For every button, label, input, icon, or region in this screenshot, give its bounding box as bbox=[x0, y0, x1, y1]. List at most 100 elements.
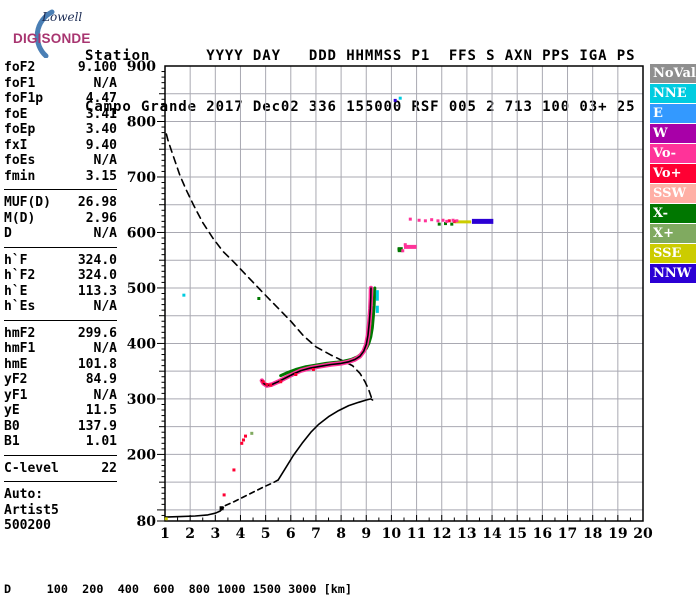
vo-plus-dots bbox=[269, 383, 273, 387]
param-value: 84.9 bbox=[85, 372, 117, 387]
param-row: hmF2 299.6 bbox=[4, 326, 117, 342]
param-label: D bbox=[4, 226, 12, 241]
vo-minus-dots bbox=[423, 219, 427, 223]
legend-item-nne: NNE bbox=[650, 84, 696, 103]
vo-minus-dots bbox=[401, 249, 405, 253]
param-value: 3.40 bbox=[85, 122, 117, 137]
param-label: foF1p bbox=[4, 91, 44, 106]
legend-item-vo: Vo+ bbox=[650, 164, 696, 183]
x-axis-label: 11 bbox=[407, 526, 426, 542]
vo-minus-dots bbox=[417, 218, 421, 222]
legend-item-e: E bbox=[650, 104, 696, 123]
vo-plus-dots bbox=[240, 441, 244, 445]
x-axis-label: 8 bbox=[336, 526, 346, 542]
param-row: yF1 N/A bbox=[4, 388, 117, 404]
o-trace-artist-fit-black bbox=[261, 287, 372, 387]
vo-minus-dots bbox=[430, 218, 434, 222]
x-axis-label: 3 bbox=[210, 526, 220, 542]
legend-item-vo: Vo- bbox=[650, 144, 696, 163]
x-minus-dots bbox=[450, 222, 454, 226]
lowell-digisonde-logo: Lowell DIGISONDE bbox=[6, 4, 110, 58]
x-plus-dots bbox=[250, 431, 254, 435]
param-label: h`F bbox=[4, 252, 28, 268]
param-value: 3.41 bbox=[85, 106, 117, 122]
x-axis-label: 2 bbox=[185, 526, 195, 542]
parameter-panel: foF2 9.100 foF1 N/A foF1p 4.47 foE 3.41 foEp 3.40… bbox=[4, 60, 117, 534]
param-row: hmF1 N/A bbox=[4, 341, 117, 357]
x-minus-dots bbox=[437, 222, 441, 226]
x-axis-label: 5 bbox=[261, 526, 271, 542]
vo-plus-dots bbox=[222, 493, 226, 497]
nne-dots bbox=[398, 96, 402, 100]
param-value: 11.5 bbox=[85, 403, 117, 418]
param-label: M(D) bbox=[4, 210, 36, 226]
y-axis-label: 500 bbox=[127, 281, 156, 297]
param-label: h`Es bbox=[4, 299, 36, 314]
param-row: MUF(D) 26.98 bbox=[4, 195, 117, 211]
y-axis-label: 800 bbox=[127, 114, 156, 130]
profile-e-region-solid bbox=[164, 506, 225, 518]
x-axis-label: 6 bbox=[286, 526, 296, 542]
param-value: 9.40 bbox=[85, 137, 117, 153]
x-trace-green bbox=[279, 286, 377, 378]
x-axis-label: 15 bbox=[507, 526, 526, 542]
param-value: 137.9 bbox=[77, 418, 117, 434]
vo-plus-dots bbox=[261, 380, 265, 384]
separator-rule bbox=[4, 454, 117, 456]
sse-dots bbox=[164, 517, 168, 521]
profile-valley-dashed bbox=[224, 479, 280, 507]
param-value: 2.96 bbox=[85, 210, 117, 226]
vo-minus-dots bbox=[455, 219, 459, 223]
param-value: N/A bbox=[93, 387, 117, 403]
param-value: 22 bbox=[101, 460, 117, 476]
param-label: hmF2 bbox=[4, 325, 36, 341]
param-label: B1 bbox=[4, 434, 20, 449]
param-label: h`E bbox=[4, 283, 28, 299]
param-label: h`F2 bbox=[4, 268, 36, 283]
vo-plus-dots bbox=[294, 373, 298, 377]
vo-minus-dots bbox=[403, 243, 407, 247]
profile-f-region-solid bbox=[277, 398, 374, 481]
footer-block: D 100 200 400 600 800 1000 1500 3000 [km… bbox=[4, 556, 700, 600]
param-row: fmin 3.15 bbox=[4, 169, 117, 185]
y-axis-label: 200 bbox=[127, 447, 156, 463]
param-value: 3.15 bbox=[85, 168, 117, 184]
param-row: foF2 9.100 bbox=[4, 60, 117, 76]
x-minus-dots bbox=[397, 247, 401, 251]
legend-item-sse: SSE bbox=[650, 244, 696, 263]
x-axis-label: 13 bbox=[457, 526, 476, 542]
vo-plus-dots bbox=[244, 434, 248, 438]
e-peak-black-dot bbox=[219, 506, 224, 511]
param-label: fxI bbox=[4, 137, 28, 153]
param-row: h`F 324.0 bbox=[4, 253, 117, 269]
x-axis-label: 1 bbox=[160, 526, 170, 542]
y-axis-label: 600 bbox=[127, 225, 156, 241]
param-row: yE 11.5 bbox=[4, 403, 117, 419]
param-value: 324.0 bbox=[77, 252, 117, 268]
vo-plus-dots bbox=[279, 380, 283, 384]
param-value: 299.6 bbox=[77, 325, 117, 341]
param-row: foF1 N/A bbox=[4, 76, 117, 92]
param-label: foEs bbox=[4, 153, 36, 168]
param-label: MUF(D) bbox=[4, 195, 51, 210]
param-label: yF1 bbox=[4, 387, 28, 403]
separator-rule bbox=[4, 246, 117, 248]
x-minus-dots bbox=[444, 222, 448, 226]
vo-minus-dots bbox=[445, 219, 449, 223]
param-row: foEp 3.40 bbox=[4, 122, 117, 138]
param-value: N/A bbox=[93, 153, 117, 168]
param-value: N/A bbox=[93, 299, 117, 314]
param-value: 26.98 bbox=[77, 195, 117, 210]
vo-plus-dots bbox=[241, 438, 245, 442]
logo-arc-icon bbox=[34, 9, 55, 58]
autoscaling-info-line: 500200 bbox=[4, 518, 51, 533]
param-value: N/A bbox=[93, 341, 117, 356]
param-label: yE bbox=[4, 403, 20, 418]
vo-minus-dots bbox=[408, 217, 412, 221]
header-row-labels: Station YYYY DAY DDD HHMMSS P1 FFS S AXN… bbox=[85, 48, 636, 64]
vo-plus-dots bbox=[232, 468, 236, 472]
x-axis-label: 10 bbox=[382, 526, 402, 542]
y-axis-label: 300 bbox=[127, 392, 156, 408]
autoscaling-info-line: Auto: bbox=[4, 487, 44, 502]
